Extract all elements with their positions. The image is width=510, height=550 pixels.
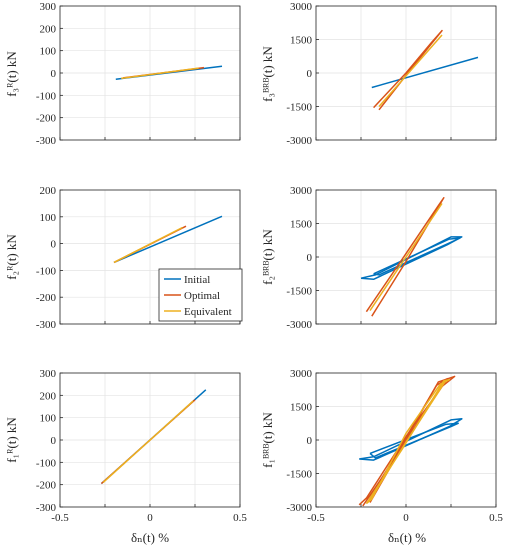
y-axis-label-f3-brb: f₃ᴮᴿᴮ(t) kN — [260, 46, 275, 102]
y-tick-label: 0 — [307, 68, 313, 80]
y-axis-label-f1-brb: f₁ᴮᴿᴮ(t) kN — [260, 412, 275, 468]
x-tick-label: -0.5 — [307, 512, 325, 524]
series-line-equivalent — [369, 202, 443, 312]
x-tick-label: 0 — [147, 512, 153, 524]
x-tick-label: 0 — [403, 512, 409, 524]
y-tick-label: -1500 — [286, 286, 312, 298]
panel-f3-r: -300 -200 -100 0 100 200 300 — [36, 1, 241, 147]
panel-f1-brb: -3000 -1500 0 1500 3000 -0.5 0 0.5 — [286, 368, 503, 524]
y-tick-label: 3000 — [290, 368, 313, 380]
series-line-initial — [113, 215, 223, 264]
legend-label-optimal: Optimal — [184, 290, 220, 302]
y-tick-label: 1500 — [290, 219, 313, 231]
series-line-initial — [371, 56, 479, 89]
y-tick-label: -1500 — [286, 102, 312, 114]
panel-f2-r: -300 -200 -100 0 100 200 — [36, 185, 241, 331]
y-tick-label: -300 — [36, 502, 57, 514]
y-tick-label: -200 — [36, 292, 57, 304]
series-line-equivalent — [113, 226, 183, 264]
y-axis-label-f2-r: f₂ᴿ(t) kN — [4, 234, 19, 280]
x-tick-label: -0.5 — [51, 512, 69, 524]
panel-f2-brb: -3000 -1500 0 1500 3000 — [286, 185, 497, 331]
y-tick-label: -1500 — [286, 469, 312, 481]
series-line-equivalent — [378, 34, 443, 107]
series-line-equivalent — [121, 67, 199, 80]
y-tick-label: 1500 — [290, 35, 313, 47]
y-tick-label: -300 — [36, 319, 57, 331]
y-tick-label: 100 — [40, 46, 57, 58]
y-tick-label: -200 — [36, 113, 57, 125]
x-tick-label: 0.5 — [489, 512, 503, 524]
y-tick-label: -100 — [36, 457, 57, 469]
y-tick-label: 0 — [51, 68, 57, 80]
legend: Initial Optimal Equivalent — [158, 268, 243, 322]
panel-f3-brb: -3000 -1500 0 1500 3000 — [286, 1, 497, 147]
y-tick-label: 100 — [40, 413, 57, 425]
series-line-optimal — [369, 377, 449, 503]
y-tick-label: 0 — [51, 239, 57, 251]
series-line-initial — [373, 237, 461, 276]
y-tick-label: -200 — [36, 480, 57, 492]
y-tick-label: -300 — [36, 135, 57, 147]
y-tick-label: 200 — [40, 185, 57, 197]
y-tick-label: 0 — [307, 252, 313, 264]
legend-label-equivalent: Equivalent — [184, 306, 232, 318]
y-tick-label: 100 — [40, 212, 57, 224]
y-axis-label-f1-r: f₁ᴿ(t) kN — [4, 417, 19, 463]
y-tick-label: -3000 — [286, 502, 312, 514]
x-tick-label: 0.5 — [233, 512, 247, 524]
series-line-initial — [369, 422, 459, 459]
y-tick-label: 300 — [40, 1, 57, 13]
series-line-equivalent — [102, 400, 194, 483]
x-axis-label-right: δₙ(t) % — [388, 530, 426, 545]
y-tick-label: -3000 — [286, 319, 312, 331]
series-line-equivalent — [369, 380, 447, 501]
series-line-optimal — [365, 197, 445, 317]
x-axis-label-left: δₙ(t) % — [131, 530, 169, 545]
y-tick-label: 300 — [40, 368, 57, 380]
y-axis-label-f3-r: f₃ᴿ(t) kN — [4, 51, 19, 97]
y-tick-label: 200 — [40, 390, 57, 402]
y-tick-label: -100 — [36, 90, 57, 102]
y-tick-label: 200 — [40, 23, 57, 35]
y-axis-label-f2-brb: f₂ᴮᴿᴮ(t) kN — [260, 229, 275, 285]
y-tick-label: 3000 — [290, 185, 313, 197]
y-tick-label: -100 — [36, 265, 57, 277]
y-tick-label: -3000 — [286, 135, 312, 147]
panel-f1-r: -300 -200 -100 0 100 200 300 -0.5 0 0.5 — [36, 368, 248, 524]
y-tick-label: 0 — [307, 435, 313, 447]
legend-label-initial: Initial — [184, 274, 210, 286]
y-tick-label: 0 — [51, 435, 57, 447]
y-tick-label: 3000 — [290, 1, 313, 13]
y-tick-label: 1500 — [290, 402, 313, 414]
